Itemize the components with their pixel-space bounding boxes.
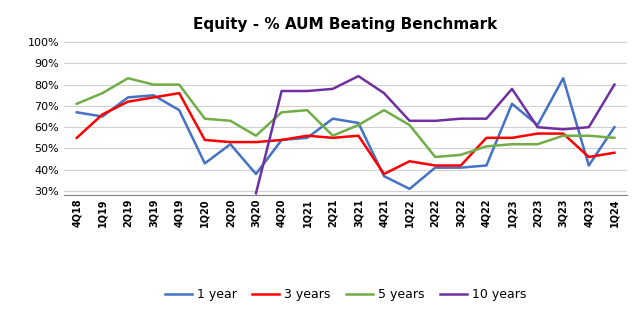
3 years [355, 134, 362, 138]
5 years [611, 136, 618, 140]
5 years [150, 83, 157, 87]
3 years [278, 138, 285, 142]
3 years [201, 138, 209, 142]
5 years [99, 91, 106, 95]
10 years [252, 191, 260, 195]
1 year [611, 125, 618, 129]
1 year [278, 138, 285, 142]
3 years [559, 132, 567, 135]
10 years [559, 128, 567, 131]
5 years [380, 108, 388, 112]
1 year [457, 166, 465, 169]
5 years [252, 134, 260, 138]
5 years [227, 119, 234, 123]
5 years [355, 123, 362, 127]
10 years [380, 91, 388, 95]
10 years [457, 117, 465, 121]
3 years [303, 134, 311, 138]
5 years [559, 134, 567, 138]
Legend: 1 year, 3 years, 5 years, 10 years: 1 year, 3 years, 5 years, 10 years [159, 284, 532, 306]
10 years [278, 89, 285, 93]
5 years [175, 83, 183, 87]
Line: 3 years: 3 years [77, 93, 614, 174]
10 years [483, 117, 490, 121]
3 years [73, 136, 81, 140]
10 years [355, 74, 362, 78]
10 years [534, 125, 541, 129]
5 years [508, 142, 516, 146]
3 years [611, 151, 618, 155]
3 years [380, 172, 388, 176]
5 years [329, 134, 337, 138]
10 years [585, 125, 593, 129]
1 year [227, 142, 234, 146]
10 years [508, 87, 516, 91]
3 years [431, 163, 439, 167]
3 years [175, 91, 183, 95]
5 years [406, 123, 413, 127]
1 year [201, 162, 209, 165]
1 year [303, 136, 311, 140]
3 years [150, 95, 157, 99]
1 year [355, 121, 362, 125]
5 years [124, 76, 132, 80]
3 years [483, 136, 490, 140]
3 years [585, 155, 593, 159]
5 years [431, 155, 439, 159]
1 year [380, 174, 388, 178]
Line: 10 years: 10 years [256, 76, 614, 193]
1 year [483, 163, 490, 167]
3 years [457, 163, 465, 167]
3 years [227, 140, 234, 144]
10 years [431, 119, 439, 123]
Line: 5 years: 5 years [77, 78, 614, 157]
10 years [303, 89, 311, 93]
5 years [483, 145, 490, 148]
10 years [406, 119, 413, 123]
5 years [534, 142, 541, 146]
1 year [73, 110, 81, 114]
10 years [329, 87, 337, 91]
1 year [175, 108, 183, 112]
1 year [150, 93, 157, 97]
Title: Equity - % AUM Beating Benchmark: Equity - % AUM Beating Benchmark [193, 17, 498, 32]
3 years [124, 100, 132, 104]
3 years [329, 136, 337, 140]
1 year [406, 187, 413, 191]
3 years [534, 132, 541, 135]
1 year [329, 117, 337, 121]
3 years [99, 112, 106, 116]
3 years [406, 159, 413, 163]
Line: 1 year: 1 year [77, 78, 614, 189]
3 years [252, 140, 260, 144]
1 year [252, 172, 260, 176]
1 year [431, 166, 439, 169]
5 years [201, 117, 209, 121]
5 years [585, 134, 593, 138]
5 years [457, 153, 465, 157]
1 year [508, 102, 516, 106]
5 years [278, 110, 285, 114]
1 year [124, 95, 132, 99]
5 years [73, 102, 81, 106]
1 year [585, 163, 593, 167]
1 year [534, 123, 541, 127]
1 year [559, 76, 567, 80]
10 years [611, 83, 618, 87]
1 year [99, 115, 106, 118]
5 years [303, 108, 311, 112]
3 years [508, 136, 516, 140]
